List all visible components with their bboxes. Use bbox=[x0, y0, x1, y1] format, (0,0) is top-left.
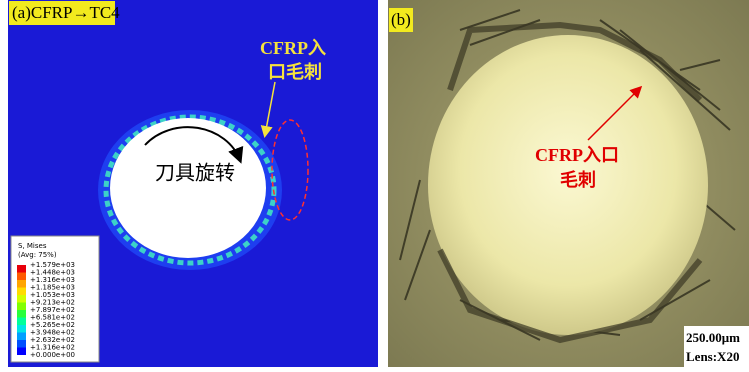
legend-swatch bbox=[17, 280, 26, 288]
panel-a: 刀具旋转 CFRP入 口毛刺 (a)CFRP→TC4 S, Mises (Avg… bbox=[8, 0, 378, 367]
legend-swatch bbox=[17, 333, 26, 341]
lens-text: Lens:X20 bbox=[686, 349, 739, 364]
legend-swatch bbox=[17, 288, 26, 296]
legend-swatch bbox=[17, 325, 26, 333]
legend-swatch bbox=[17, 340, 26, 348]
legend-swatch bbox=[17, 310, 26, 318]
legend-swatch bbox=[17, 273, 26, 281]
annotation-line: CFRP入口 bbox=[535, 145, 619, 165]
annotation-line: CFRP入 bbox=[260, 38, 326, 58]
figure: 刀具旋转 CFRP入 口毛刺 (a)CFRP→TC4 S, Mises (Avg… bbox=[0, 0, 749, 367]
panel-label: (b) bbox=[391, 10, 411, 29]
legend-swatch bbox=[17, 295, 26, 303]
panel-label: (a)CFRP→TC4 bbox=[12, 3, 120, 22]
legend-label: +0.000e+00 bbox=[30, 351, 75, 359]
legend-swatch bbox=[17, 348, 26, 356]
legend-title: S, Mises bbox=[18, 242, 47, 250]
rotation-label: 刀具旋转 bbox=[155, 162, 235, 185]
scale-text: 250.00μm bbox=[686, 330, 740, 345]
annotation-line: 口毛刺 bbox=[268, 61, 322, 82]
legend-swatch bbox=[17, 318, 26, 326]
annotation-line: 毛刺 bbox=[560, 169, 596, 190]
legend-swatch bbox=[17, 265, 26, 273]
legend: S, Mises (Avg: 75%) +1.579e+03+1.448e+03… bbox=[11, 236, 99, 362]
panel-b: CFRP入口 毛刺 (b) 250.00μm Lens:X20 bbox=[388, 0, 749, 367]
legend-subtitle: (Avg: 75%) bbox=[18, 251, 57, 259]
hole bbox=[110, 118, 266, 258]
legend-swatch bbox=[17, 303, 26, 311]
